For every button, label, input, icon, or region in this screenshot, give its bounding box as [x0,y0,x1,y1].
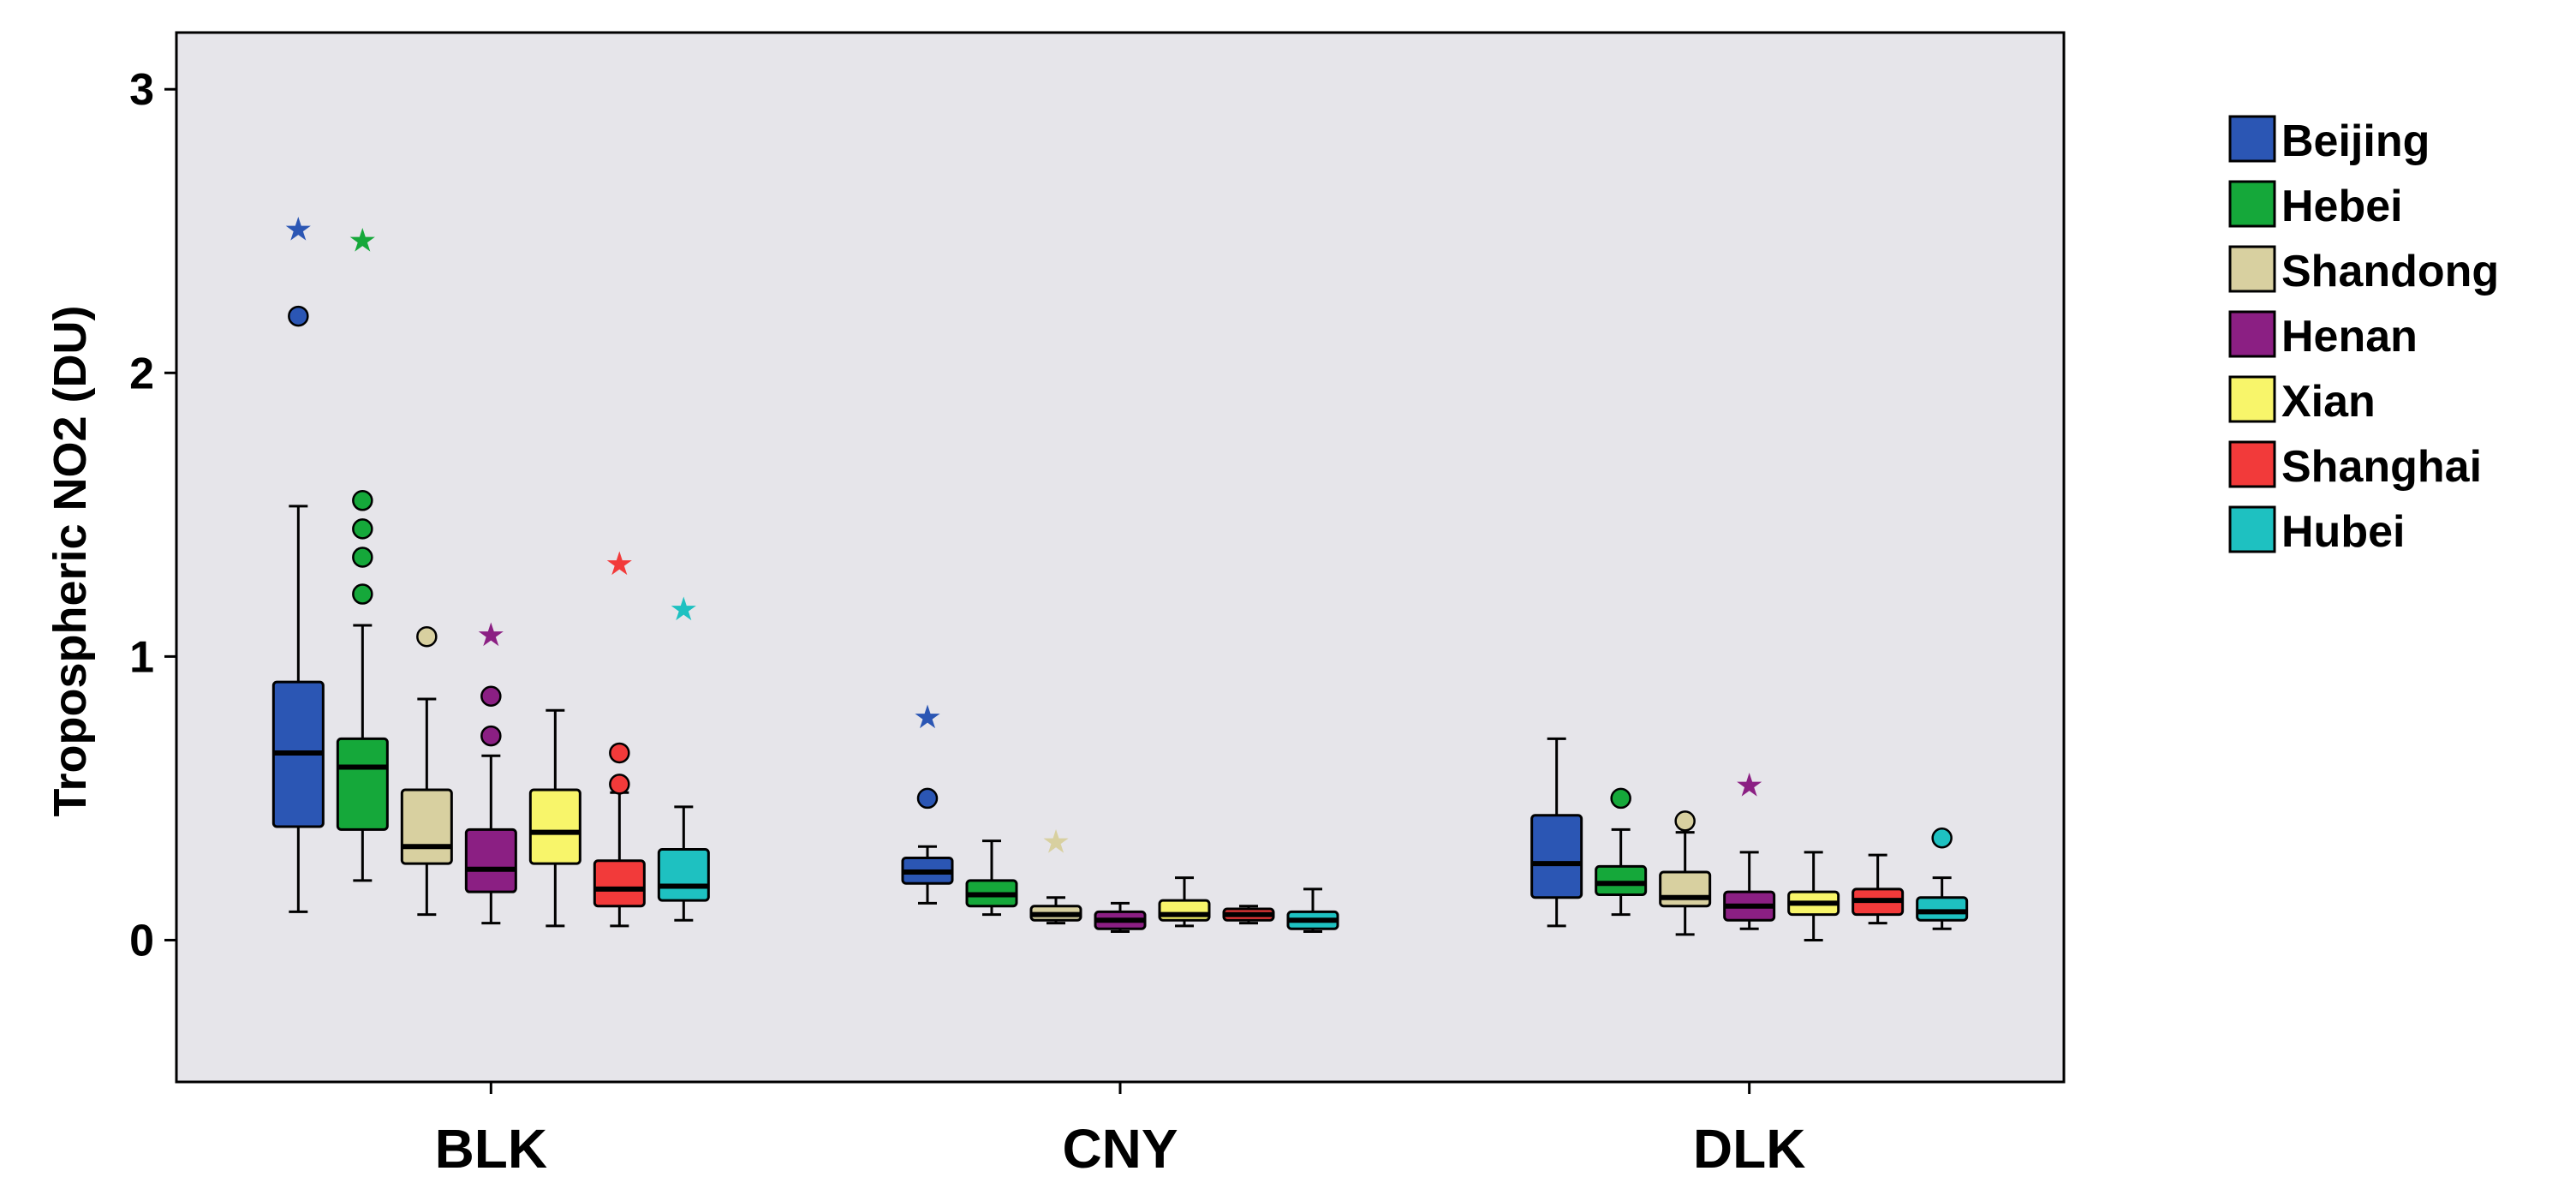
outlier-point [1610,787,1631,810]
y-tick-label: 0 [129,916,154,965]
box-iqr [464,828,517,893]
box-shanghai-cny [1222,905,1275,925]
extreme-point: ★ [669,590,698,628]
extreme-point: ★ [913,698,942,736]
extreme-point: ★ [348,222,377,260]
legend-item-xian: Xian [2228,375,2376,427]
legend-item-hubei: Hubei [2228,505,2405,557]
outlier-point [1931,828,1953,849]
box-shanghai-dlk [1852,853,1905,925]
box-henan-blk: ★ [464,616,517,925]
y-tick-label: 2 [129,349,154,398]
outlier-point [609,742,630,764]
x-category-label: DLK [1693,1118,1806,1180]
box-henan-dlk: ★ [1723,766,1776,930]
y-tick-label: 1 [129,632,154,682]
legend-swatch [2228,115,2276,163]
box-shandong-blk [400,625,453,917]
box-shandong-dlk [1659,810,1712,936]
box-beijing-dlk [1530,737,1583,928]
legend-swatch [2228,180,2276,228]
legend-swatch [2228,245,2276,293]
legend-item-beijing: Beijing [2228,115,2430,166]
outlier-point [352,490,373,511]
box-iqr [657,848,710,902]
box-beijing-cny: ★ [901,698,954,905]
outlier-point [352,583,373,605]
box-shandong-cny: ★ [1029,823,1082,925]
box-xian-cny [1158,876,1211,928]
legend-item-hebei: Hebei [2228,180,2403,231]
outlier-point [480,725,502,747]
box-hebei-dlk [1595,787,1648,917]
box-series-group: ★ ★ ★ ★ ★ ★ ★ ★ [271,210,1969,941]
box-hebei-blk: ★ [336,222,389,882]
box-xian-blk [528,708,581,928]
y-axis: 0 1 2 3 [129,65,176,965]
extreme-point: ★ [476,616,505,654]
legend-label: Shanghai [2281,442,2482,492]
legend-item-shandong: Shandong [2228,245,2499,296]
outlier-point [288,305,309,327]
legend-swatch [2228,375,2276,423]
legend-swatch [2228,310,2276,358]
extreme-point: ★ [1735,766,1764,804]
legend-label: Hebei [2281,182,2403,231]
legend-label: Henan [2281,312,2418,361]
y-axis-title: Tropospheric NO2 (DU) [45,305,96,816]
extreme-point: ★ [283,210,313,248]
x-axis: BLK CNY DLK [435,1082,1806,1180]
x-category-label: BLK [435,1118,548,1180]
outlier-point [416,625,438,648]
legend-item-shanghai: Shanghai [2228,440,2482,492]
outlier-point [1674,810,1696,832]
legend-label: Xian [2281,377,2376,427]
box-iqr [528,788,581,865]
box-iqr [1595,864,1648,896]
y-tick-label: 3 [129,65,154,115]
box-beijing-blk: ★ [271,210,325,913]
legend-label: Hubei [2281,507,2405,557]
box-iqr [1659,870,1712,908]
box-xian-dlk [1787,851,1840,941]
legend-swatch [2228,440,2276,488]
legend-swatch [2228,505,2276,553]
box-hubei-dlk [1916,828,1969,930]
box-hubei-blk: ★ [657,590,710,922]
box-iqr [1158,899,1211,922]
box-henan-cny [1094,901,1147,934]
box-hubei-cny [1286,887,1339,934]
legend-item-henan: Henan [2228,310,2418,361]
legend: Beijing Hebei Shandong Henan Xian Shanghai Hub… [2228,115,2499,557]
outlier-point [609,774,630,795]
outlier-point [352,547,373,568]
box-iqr [593,859,646,908]
box-iqr [400,788,453,865]
outlier-point [480,685,502,707]
extreme-point: ★ [1041,823,1070,861]
outlier-point [352,518,373,540]
outlier-point [916,787,939,810]
box-iqr [336,737,389,831]
legend-label: Beijing [2281,117,2430,166]
x-category-label: CNY [1062,1118,1178,1180]
legend-label: Shandong [2281,247,2499,296]
box-hebei-cny [965,840,1018,917]
extreme-point: ★ [605,545,634,583]
box-shanghai-blk: ★ [593,545,646,928]
box-iqr [1530,814,1583,899]
box-iqr [1916,896,1969,922]
